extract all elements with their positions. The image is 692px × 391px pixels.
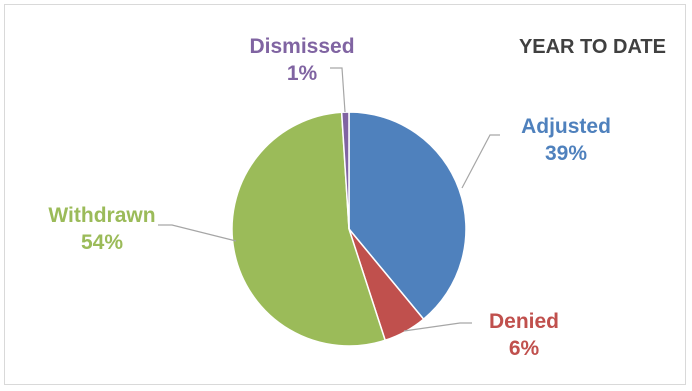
leader-line-adjusted bbox=[461, 134, 500, 189]
data-label-value-dismissed: 1% bbox=[287, 62, 318, 85]
data-label-category-adjusted: Adjusted bbox=[521, 115, 611, 138]
data-label-value-withdrawn: 54% bbox=[81, 231, 123, 254]
slice-withdrawn bbox=[231, 111, 387, 347]
pie-slices bbox=[231, 111, 467, 347]
data-label-value-denied: 6% bbox=[509, 337, 540, 360]
chart-title: YEAR TO DATE bbox=[519, 36, 666, 58]
slice-dismissed bbox=[340, 111, 350, 230]
data-label-category-denied: Denied bbox=[489, 310, 559, 333]
leader-lines bbox=[158, 67, 500, 332]
leader-line-dismissed bbox=[330, 67, 346, 113]
data-label-category-withdrawn: Withdrawn bbox=[48, 204, 155, 227]
data-label-category-dismissed: Dismissed bbox=[249, 35, 354, 58]
leader-line-denied bbox=[403, 322, 472, 332]
leader-line-withdrawn bbox=[158, 224, 237, 242]
slice-adjusted bbox=[348, 111, 467, 321]
data-labels: Adjusted 39% Denied 6% Withdrawn 54% Dismissed… bbox=[48, 35, 610, 360]
data-label-value-adjusted: 39% bbox=[545, 142, 587, 165]
